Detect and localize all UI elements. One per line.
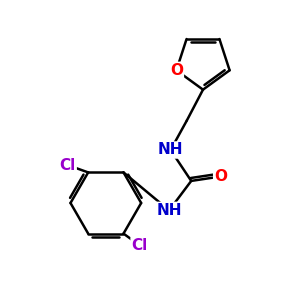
Text: O: O	[170, 63, 183, 78]
Text: NH: NH	[158, 142, 183, 158]
Text: Cl: Cl	[59, 158, 76, 172]
Text: O: O	[214, 169, 227, 184]
Text: NH: NH	[156, 203, 182, 218]
Text: Cl: Cl	[132, 238, 148, 253]
